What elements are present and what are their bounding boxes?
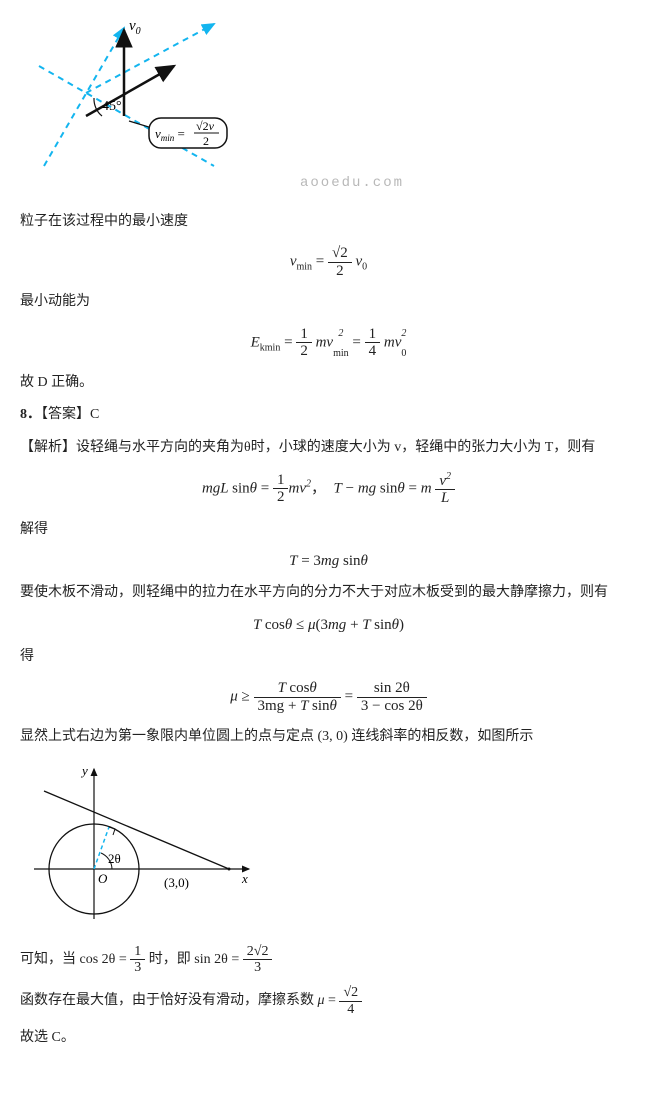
figure-2: x y O 2θ (3,0) — [24, 759, 637, 934]
inline-eq-mu: μ = √24 — [318, 993, 363, 1008]
answer-value: C — [90, 407, 99, 422]
y-label: y — [80, 763, 88, 778]
q8-number: 8． — [20, 407, 41, 422]
dashed-radius — [94, 827, 109, 869]
para-cos-sin: 可知，当 cos 2θ = 13 时，即 sin 2θ = 2√23 — [20, 944, 637, 976]
answer-label: 【答案】 — [41, 407, 90, 422]
vmin-num: √2v — [196, 119, 215, 133]
para-get: 得 — [20, 646, 637, 668]
origin-label: O — [98, 871, 108, 886]
eq-T: T = 3mg sinθ — [20, 553, 637, 570]
eq-mu: μ ≥ T cosθ 3mg + T sinθ = sin 2θ 3 − cos… — [20, 680, 637, 714]
point-label: (3,0) — [164, 875, 189, 890]
text: 函数存在最大值，由于恰好没有滑动，摩擦系数 — [20, 993, 314, 1008]
para-solve: 解得 — [20, 519, 637, 541]
angle-2theta-label: 2θ — [108, 851, 121, 866]
para-geom: 显然上式右边为第一象限内单位圆上的点与定点 (3, 0) 连线斜率的相反数，如图… — [20, 726, 637, 748]
watermark: aooedu.com — [300, 175, 404, 191]
para-condition: 要使木板不滑动，则轻绳中的拉力在水平方向的分力不大于对应木板受到的最大静摩擦力，… — [20, 582, 637, 604]
eq-vmin: vmin = √22 v0 — [20, 245, 637, 279]
callout-pointer — [129, 121, 152, 128]
vmin-vector — [86, 66, 174, 116]
para-analysis: 【解析】设轻绳与水平方向的夹角为θ时，小球的速度大小为 v，轻绳中的张力大小为 … — [20, 437, 637, 459]
para-min-ke: 最小动能为 — [20, 291, 637, 313]
inline-eq-cos: cos 2θ = 13 — [80, 952, 149, 967]
point-3-0 — [228, 867, 231, 870]
eq-ekmin: Ekmin = 12 mv2min = 14 mv20 — [20, 326, 637, 360]
vmin-den: 2 — [203, 134, 209, 148]
inline-eq-sin: sin 2θ = 2√23 — [194, 952, 272, 967]
text: 时，即 — [149, 952, 191, 967]
para-choose-C: 故选 C。 — [20, 1027, 637, 1049]
eq-ineq: T cosθ ≤ μ(3mg + T sinθ) — [20, 617, 637, 634]
figure-1-svg: 45° v0 vmin = √2v 2 — [24, 16, 244, 196]
x-label: x — [241, 871, 248, 886]
text: 可知，当 — [20, 952, 76, 967]
fig1-dashed-line — [44, 28, 124, 166]
para-D-correct: 故 D 正确。 — [20, 372, 637, 394]
eq-energy-tension: mgL sinθ = 12mv2， T − mg sinθ = m v2L — [20, 471, 637, 507]
para-min-speed: 粒子在该过程中的最小速度 — [20, 211, 637, 233]
q8-answer-line: 8．【答案】C — [20, 404, 637, 426]
figure-2-svg: x y O 2θ (3,0) — [24, 759, 264, 929]
para-mu-result: 函数存在最大值，由于恰好没有滑动，摩擦系数 μ = √24 — [20, 985, 637, 1017]
v0-label: v0 — [129, 18, 141, 37]
figure-1: 45° v0 vmin = √2v 2 — [24, 16, 637, 201]
fig1-dashed-line — [39, 66, 214, 166]
right-angle-mark — [109, 827, 115, 835]
angle-label: 45° — [102, 99, 122, 114]
